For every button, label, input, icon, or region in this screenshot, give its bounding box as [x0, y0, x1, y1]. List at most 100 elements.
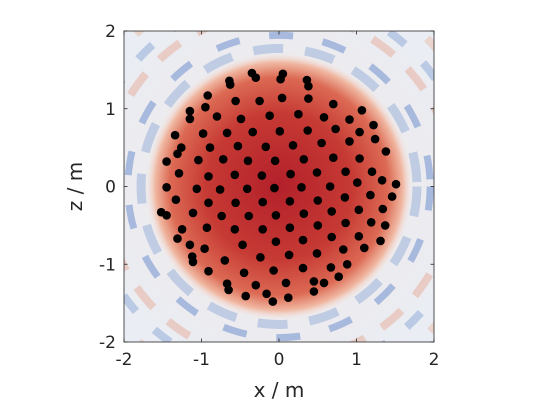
data-point — [201, 102, 210, 112]
data-point — [319, 278, 329, 288]
data-point — [204, 198, 213, 208]
data-point — [231, 198, 240, 208]
data-point — [218, 155, 228, 164]
data-point — [173, 149, 182, 159]
data-point — [329, 99, 338, 109]
data-point — [244, 211, 254, 221]
data-point — [194, 155, 203, 165]
data-point — [286, 169, 295, 179]
data-point — [248, 127, 257, 137]
data-point — [341, 167, 350, 176]
data-point — [297, 183, 306, 192]
data-point — [317, 138, 326, 148]
data-point — [353, 178, 362, 187]
data-point — [258, 197, 268, 207]
data-point — [370, 134, 380, 144]
data-point — [162, 183, 171, 192]
data-point — [231, 96, 240, 106]
y-axis-ticks: -2 -1 0 1 2 — [99, 22, 434, 353]
x-tick-label: -2 — [116, 350, 133, 370]
data-point — [381, 147, 391, 156]
data-point — [269, 266, 278, 275]
data-point — [380, 221, 390, 230]
data-point — [242, 184, 252, 194]
data-point — [258, 225, 268, 234]
data-point — [354, 205, 364, 215]
data-point — [251, 280, 261, 290]
x-tick-label: 1 — [351, 350, 362, 370]
data-point — [256, 252, 265, 262]
data-point — [298, 263, 308, 273]
x-tick-label: 0 — [274, 350, 285, 370]
data-point — [345, 137, 354, 146]
data-point — [312, 249, 322, 258]
data-point — [236, 114, 246, 124]
data-point — [251, 73, 261, 82]
data-point — [277, 93, 287, 103]
x-axis-label: x / m — [254, 378, 305, 402]
data-point — [198, 129, 208, 138]
data-point — [342, 260, 352, 269]
heatmap-ring — [124, 31, 434, 342]
y-axis-label: z / m — [63, 162, 87, 211]
data-point — [238, 240, 247, 250]
data-point — [192, 184, 202, 194]
data-point — [360, 243, 369, 253]
data-point — [329, 153, 338, 162]
data-point — [313, 196, 323, 205]
data-point — [376, 236, 385, 246]
data-point — [204, 266, 213, 276]
data-point — [200, 244, 209, 253]
data-point — [271, 211, 281, 220]
data-point — [303, 126, 313, 135]
scatter-points — [156, 68, 401, 306]
data-point — [339, 245, 348, 254]
data-point — [309, 277, 319, 286]
data-point — [270, 156, 280, 166]
data-point — [224, 285, 233, 295]
data-point — [355, 154, 364, 163]
data-point — [369, 120, 378, 130]
data-point — [284, 250, 294, 260]
x-axis-ticks: -2 -1 0 1 2 — [116, 31, 439, 370]
data-point — [188, 257, 198, 267]
data-point — [331, 124, 340, 134]
data-point — [220, 256, 230, 265]
data-point — [185, 114, 195, 124]
data-point — [171, 195, 181, 204]
data-point — [285, 197, 295, 206]
data-point — [313, 221, 323, 230]
data-point — [304, 81, 313, 91]
data-point — [357, 106, 367, 115]
data-point — [270, 183, 279, 193]
y-tick-label: 0 — [105, 178, 116, 198]
data-point — [177, 225, 187, 234]
x-tick-label: -1 — [193, 350, 210, 370]
data-point — [340, 193, 350, 202]
data-point — [162, 211, 171, 220]
heatmap-ring — [136, 44, 422, 329]
y-tick-label: 1 — [105, 100, 116, 120]
data-point — [233, 141, 243, 151]
data-point — [217, 211, 226, 221]
data-point — [309, 287, 319, 296]
data-point — [177, 143, 186, 152]
data-point — [170, 130, 180, 140]
data-point — [355, 127, 364, 137]
data-point — [241, 291, 250, 301]
data-point — [327, 232, 337, 242]
data-point — [367, 167, 377, 176]
data-point — [185, 106, 195, 116]
data-point — [299, 209, 309, 218]
data-point — [281, 278, 291, 288]
data-point — [262, 289, 271, 299]
data-point — [341, 218, 350, 228]
data-point — [377, 176, 387, 185]
data-point — [261, 142, 271, 152]
data-point — [354, 232, 364, 241]
data-point — [345, 115, 354, 124]
data-point — [298, 235, 308, 245]
heatmap-disk — [145, 53, 413, 320]
data-point — [268, 297, 278, 306]
